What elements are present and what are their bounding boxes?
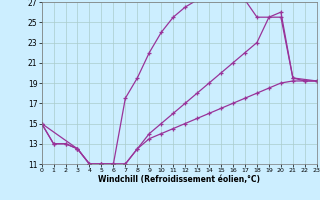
X-axis label: Windchill (Refroidissement éolien,°C): Windchill (Refroidissement éolien,°C): [98, 175, 260, 184]
